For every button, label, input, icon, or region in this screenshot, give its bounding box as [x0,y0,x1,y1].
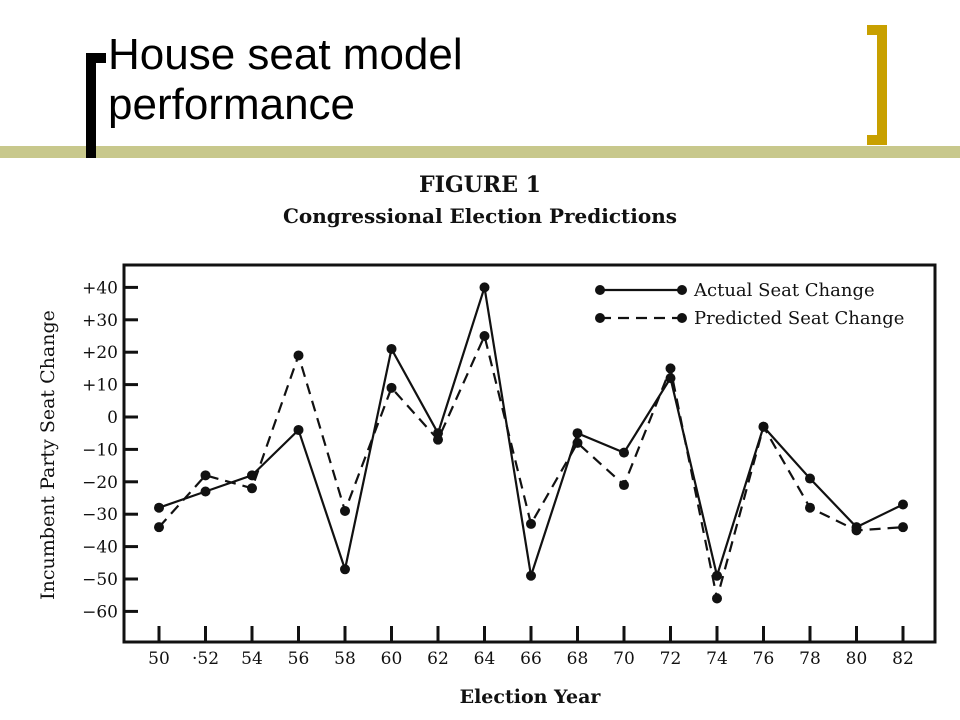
x-tick-label: 82 [892,649,914,669]
y-tick-label: +10 [82,376,118,396]
data-point-predicted [433,434,443,445]
data-point-actual [572,428,583,439]
data-point-actual [898,499,908,510]
x-tick-label: 58 [334,649,356,669]
left-bracket-decoration [86,53,96,158]
x-tick-label: 74 [706,649,728,669]
right-bracket-decoration [877,25,887,145]
data-point-predicted [851,525,862,536]
y-tick-label: −60 [82,602,118,622]
data-point-actual [154,502,164,513]
data-point-predicted [619,480,629,491]
y-tick-label: −10 [82,440,118,460]
data-point-predicted [200,470,211,481]
x-tick-label: 76 [753,649,775,669]
slide-title: House seat model performance [108,30,808,130]
y-tick-label: −50 [82,570,118,590]
data-point-actual [526,570,536,581]
y-tick-label: +30 [82,311,118,331]
x-tick-label: 72 [660,649,682,669]
y-tick-label: −40 [82,538,118,558]
x-tick-label: 56 [288,649,310,669]
x-tick-label: 54 [241,649,263,669]
slide-title-line-1: House seat model [108,30,463,79]
legend-label-actual: Actual Seat Change [693,280,875,301]
data-point-actual [712,570,722,581]
series-line-predicted [158,332,904,599]
legend-marker [595,313,605,323]
data-point-actual [479,282,490,293]
data-point-actual [386,343,397,354]
x-tick-label: 68 [567,649,589,669]
left-bracket-tick [86,53,106,63]
x-axis-label: Election Year [460,686,602,708]
data-point-actual [619,447,629,458]
data-point-predicted [247,483,257,494]
data-point-predicted [898,522,908,533]
data-point-actual [200,486,211,497]
y-tick-label: 0 [107,408,118,428]
x-tick-label: 60 [381,649,403,669]
x-tick-label: 62 [427,649,449,669]
data-point-predicted [386,382,397,393]
y-tick-label: +20 [82,343,118,363]
legend-marker [677,285,687,295]
series-line-actual [158,287,904,580]
data-point-predicted [154,522,164,533]
figure-label: FIGURE 1 [419,172,541,198]
title-underline-bar [0,146,960,158]
slide-title-line-2: performance [108,80,356,129]
x-tick-label: 70 [613,649,635,669]
legend-marker [595,285,605,295]
data-point-actual [340,564,350,575]
data-point-predicted [805,502,815,513]
data-point-predicted [526,518,536,529]
y-tick-label: −30 [82,505,118,525]
y-tick-label: −20 [82,473,118,493]
y-axis-label: Incumbent Party Seat Change [37,310,59,600]
figure-title: Congressional Election Predictions [282,204,678,228]
x-tick-label: ·52 [192,649,219,669]
x-tick-label: 64 [474,649,496,669]
legend-label-predicted: Predicted Seat Change [694,308,904,329]
x-tick-label: 50 [148,649,170,669]
right-bracket-top-tick [867,25,887,35]
data-point-predicted [712,593,722,604]
data-point-predicted [665,363,676,374]
data-point-predicted [479,331,490,341]
legend-marker [677,313,687,323]
data-point-predicted [293,350,304,361]
x-tick-label: 78 [799,649,821,669]
y-tick-label: +40 [82,278,118,298]
data-point-actual [665,373,676,384]
data-point-predicted [758,421,769,432]
data-point-actual [805,473,815,484]
right-bracket-bottom-tick [867,135,887,145]
data-point-predicted [340,505,350,516]
x-tick-label: 66 [520,649,542,669]
x-tick-label: 80 [846,649,868,669]
data-point-actual [293,424,304,435]
data-point-predicted [572,437,583,448]
